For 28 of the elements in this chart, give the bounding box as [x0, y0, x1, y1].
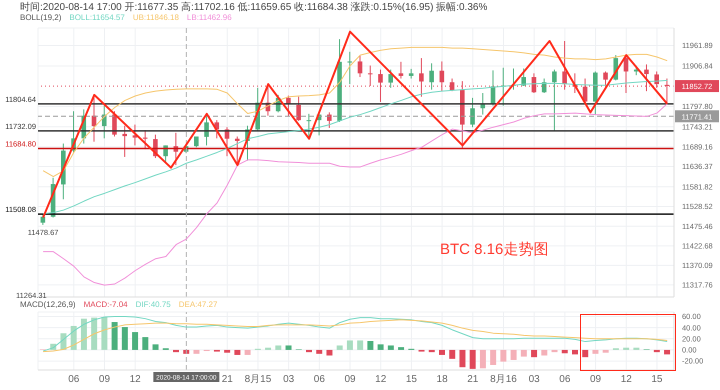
legend-title: BOLL(19,2)	[20, 13, 62, 22]
x-tick-label: 06	[68, 374, 80, 385]
x-tick-label: 12	[375, 374, 387, 385]
x-tick-label: 09	[344, 374, 356, 385]
x-tick-label: 8月15	[244, 374, 272, 385]
x-tick-label: 03	[528, 374, 540, 385]
text: UB:11846.18	[132, 13, 179, 22]
x-tick-label: 18	[436, 374, 448, 385]
series-label: DIF:40.75	[136, 300, 171, 309]
text: LB:11462.96	[186, 13, 232, 22]
x-tick-label: 21	[222, 374, 234, 385]
x-tick-label: 21	[467, 374, 479, 385]
x-tick-label: 09	[590, 374, 602, 385]
series-label: MACD:-7.04	[84, 300, 128, 309]
x-tick-label: 15	[406, 374, 418, 385]
x-tick-label: 09	[98, 374, 110, 385]
x-tick-label: 15	[651, 374, 663, 385]
x-tick-label: 8月16	[490, 374, 518, 385]
chart-subtitle: 时间:2020-08-14 17:00 开:11677.35 高:11702.16 低:11659.65 收:11684.38 涨跌:0.15%(16.95) 振幅:0.36%	[20, 0, 488, 14]
series-label: DEA:47.27	[178, 300, 218, 309]
x-tick-label: 06	[559, 374, 571, 385]
x-tick-label: 03	[283, 374, 295, 385]
x-tick-label: 12	[130, 374, 142, 385]
legend-title: MACD(12,26,9)	[20, 300, 76, 309]
x-tick-label: 06	[314, 374, 326, 385]
x-tick-label: 12	[620, 374, 632, 385]
text: BTC 8.16走势图	[440, 240, 548, 259]
text: BOLL:11654.57	[69, 13, 125, 22]
